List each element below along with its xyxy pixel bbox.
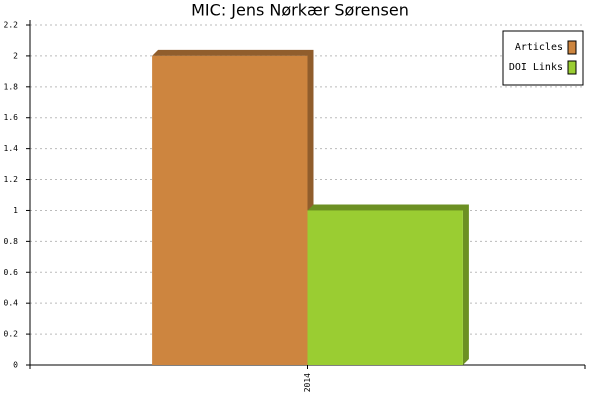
y-tick-label: 1	[13, 206, 18, 215]
x-tick-label: 2014	[303, 373, 312, 392]
y-tick-label: 0.2	[4, 330, 19, 339]
legend-swatch	[567, 40, 577, 55]
y-tick-label: 1.8	[4, 82, 19, 91]
legend-label: DOI Links	[509, 62, 563, 73]
y-tick-label: 1.2	[4, 175, 19, 184]
bar	[152, 55, 308, 366]
legend-swatch	[567, 60, 577, 75]
y-tick-label: 0.6	[4, 268, 19, 277]
legend-box	[502, 30, 584, 86]
y-tick-label: 0.8	[4, 237, 19, 246]
y-tick-label: 2.2	[4, 21, 19, 30]
y-tick-label: 1.4	[4, 144, 19, 153]
y-tick-label: 2	[13, 51, 18, 60]
y-tick-label: 1.6	[4, 113, 19, 122]
y-tick-label: 0	[13, 361, 18, 370]
bar	[307, 210, 463, 365]
y-tick-label: 0.4	[4, 299, 19, 308]
legend-label: Articles	[515, 42, 563, 53]
chart-title: MIC: Jens Nørkær Sørensen	[191, 1, 409, 20]
